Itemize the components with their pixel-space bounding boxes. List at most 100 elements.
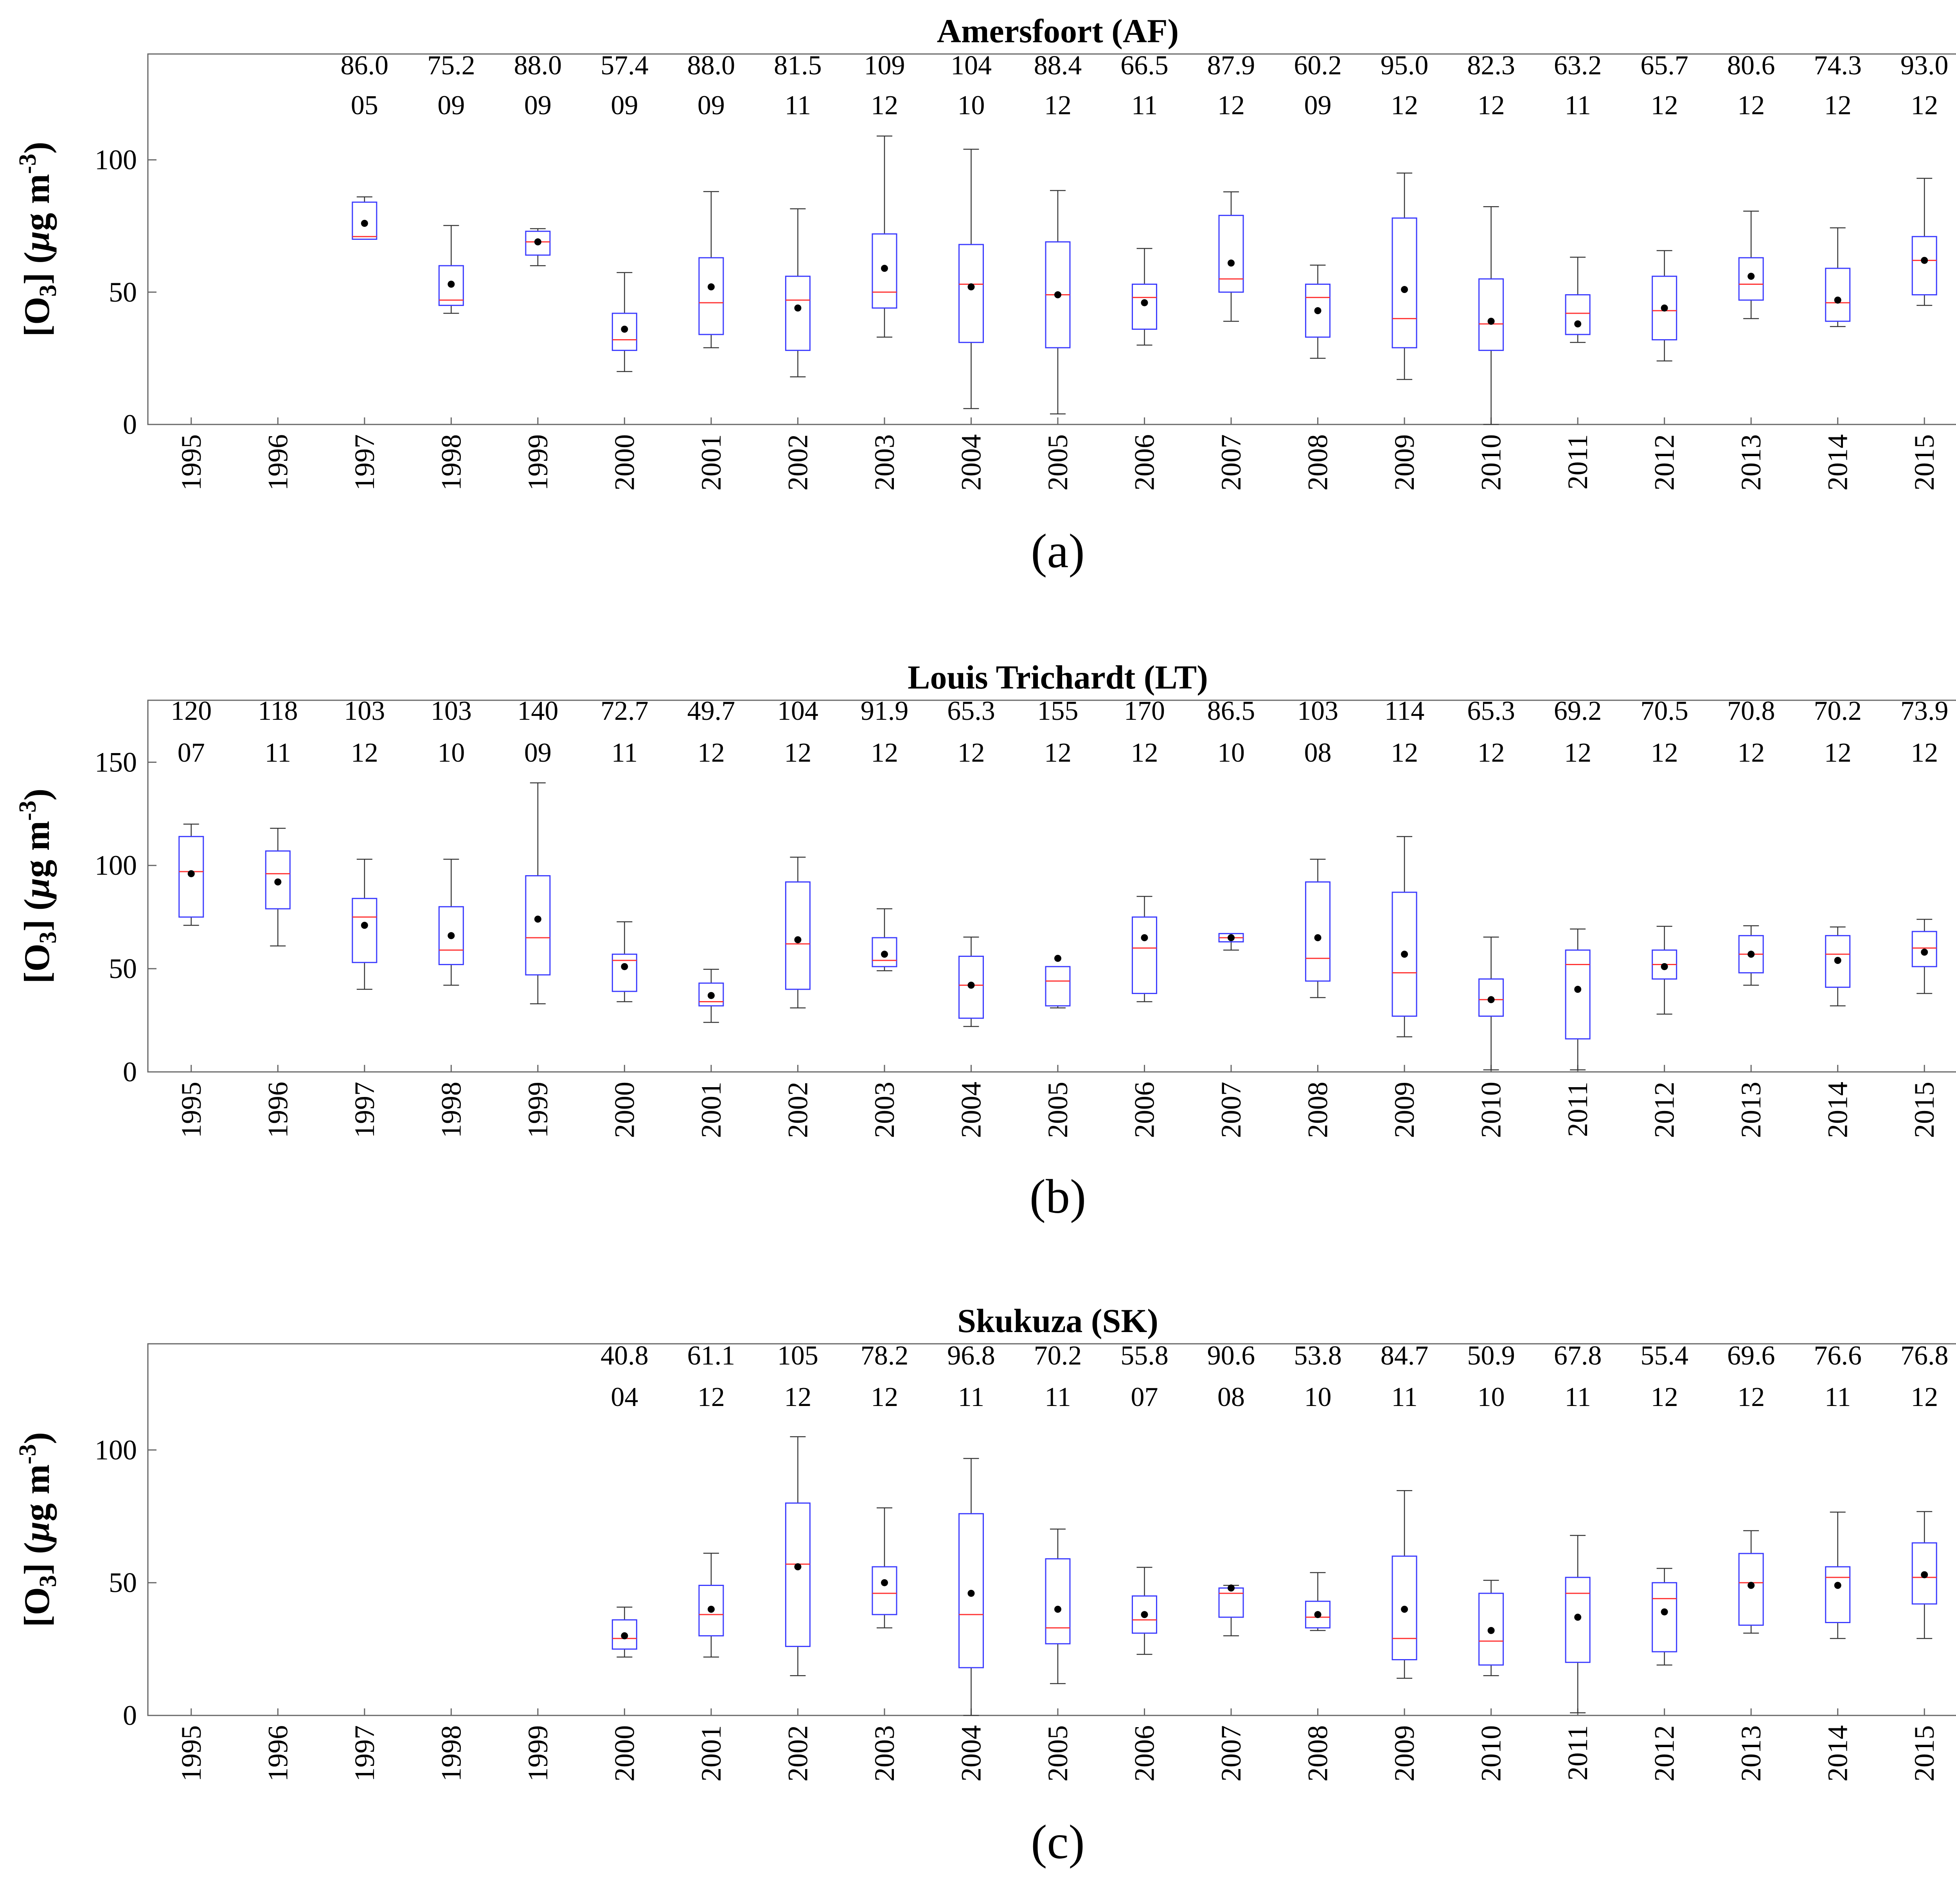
max-value-label: 61.1 [687, 1341, 735, 1371]
max-value-label: 84.7 [1381, 1341, 1429, 1371]
n-value-label: 12 [871, 738, 898, 768]
n-value-label: 10 [1478, 1382, 1505, 1412]
x-tick-label: 2007 [1215, 1725, 1247, 1782]
x-tick-label: 2001 [696, 434, 727, 491]
mean-point [1661, 1608, 1668, 1615]
x-tick-label: 1997 [349, 1725, 380, 1782]
mean-point [1921, 1571, 1928, 1578]
n-value-label: 12 [1651, 90, 1678, 120]
box [1826, 268, 1850, 321]
max-value-label: 74.3 [1814, 50, 1862, 81]
y-axis-label-part: -3 [14, 154, 41, 174]
y-axis-label-part: -3 [14, 800, 41, 821]
x-tick-label: 1995 [176, 1725, 207, 1782]
box [352, 899, 377, 963]
mean-point [967, 982, 974, 989]
max-value-label: 70.2 [1814, 696, 1862, 726]
n-value-label: 12 [698, 738, 725, 768]
x-tick-label: 2007 [1215, 1082, 1247, 1138]
x-tick-label: 2010 [1476, 434, 1507, 491]
max-value-label: 55.8 [1120, 1341, 1169, 1371]
n-value-label: 12 [784, 1382, 811, 1412]
max-value-label: 90.6 [1207, 1341, 1255, 1371]
mean-point [1228, 1584, 1235, 1591]
max-value-label: 76.6 [1814, 1341, 1862, 1371]
panel-b: Louis Trichardt (LT)(b)050100150[O3] (µg… [14, 658, 1956, 1223]
chart-title: Skukuza (SK) [957, 1302, 1158, 1339]
mean-point [448, 280, 455, 288]
x-tick-label: 2003 [869, 434, 900, 491]
x-tick-label: 2009 [1389, 434, 1420, 491]
mean-point [1834, 1582, 1841, 1589]
box [1912, 237, 1936, 295]
n-value-label: 11 [1391, 1382, 1417, 1412]
max-value-label: 103 [344, 696, 385, 726]
x-tick-label: 2013 [1735, 1725, 1767, 1782]
x-tick-label: 2005 [1042, 1725, 1073, 1782]
max-value-label: 67.8 [1554, 1341, 1602, 1371]
x-tick-label: 2012 [1649, 1725, 1680, 1782]
max-value-label: 86.0 [341, 50, 389, 81]
y-tick-label: 100 [95, 850, 137, 881]
x-tick-label: 1997 [349, 434, 380, 491]
n-value-label: 12 [871, 90, 898, 120]
mean-point [881, 951, 888, 958]
mean-point [1314, 934, 1321, 941]
max-value-label: 114 [1384, 696, 1424, 726]
y-tick-label: 50 [109, 953, 137, 984]
n-value-label: 12 [1824, 738, 1852, 768]
max-value-label: 65.3 [1467, 696, 1515, 726]
y-tick-label: 100 [95, 1434, 137, 1465]
x-tick-label: 2010 [1476, 1725, 1507, 1782]
x-tick-label: 2004 [955, 1725, 987, 1782]
mean-point [881, 265, 888, 272]
max-value-label: 118 [258, 696, 298, 726]
n-value-label: 08 [1217, 1382, 1245, 1412]
x-tick-label: 2015 [1909, 1082, 1940, 1138]
x-tick-label: 2013 [1735, 434, 1767, 491]
x-tick-label: 1996 [262, 1082, 293, 1138]
x-tick-label: 2014 [1822, 1725, 1854, 1782]
mean-point [1834, 957, 1841, 964]
x-tick-label: 2009 [1389, 1082, 1420, 1138]
y-tick-label: 0 [123, 409, 137, 440]
box [786, 882, 810, 989]
mean-point [1401, 951, 1408, 958]
max-value-label: 50.9 [1467, 1341, 1515, 1371]
mean-point [1054, 1606, 1061, 1613]
max-value-label: 49.7 [687, 696, 735, 726]
n-value-label: 05 [351, 90, 378, 120]
mean-point [1747, 1582, 1755, 1589]
n-value-label: 12 [1737, 738, 1765, 768]
n-value-label: 12 [351, 738, 378, 768]
max-value-label: 155 [1037, 696, 1079, 726]
n-value-label: 12 [1564, 738, 1591, 768]
mean-point [1228, 259, 1235, 266]
n-value-label: 10 [1304, 1382, 1332, 1412]
x-tick-label: 2006 [1129, 434, 1160, 491]
panel-label: (c) [1031, 1815, 1085, 1869]
max-value-label: 88.0 [687, 50, 735, 81]
n-value-label: 10 [957, 90, 985, 120]
y-tick-label: 50 [109, 277, 137, 308]
x-tick-label: 2011 [1562, 1725, 1593, 1780]
x-tick-label: 2012 [1649, 1082, 1680, 1138]
mean-point [274, 878, 281, 885]
x-tick-label: 2006 [1129, 1725, 1160, 1782]
n-value-label: 09 [698, 90, 725, 120]
x-tick-label: 2008 [1302, 434, 1334, 491]
max-value-label: 63.2 [1554, 50, 1602, 81]
y-axis-label-part: [O [17, 944, 57, 983]
n-value-label: 10 [1217, 738, 1245, 768]
max-value-label: 70.2 [1034, 1341, 1082, 1371]
max-value-label: 81.5 [774, 50, 822, 81]
y-axis-label-part: ) [17, 142, 57, 154]
mean-point [1054, 955, 1061, 962]
n-value-label: 08 [1304, 738, 1332, 768]
box [1219, 1588, 1243, 1617]
mean-point [1228, 934, 1235, 941]
x-tick-label: 2007 [1215, 434, 1247, 491]
mean-point [1401, 1606, 1408, 1613]
y-tick-label: 150 [95, 746, 137, 778]
